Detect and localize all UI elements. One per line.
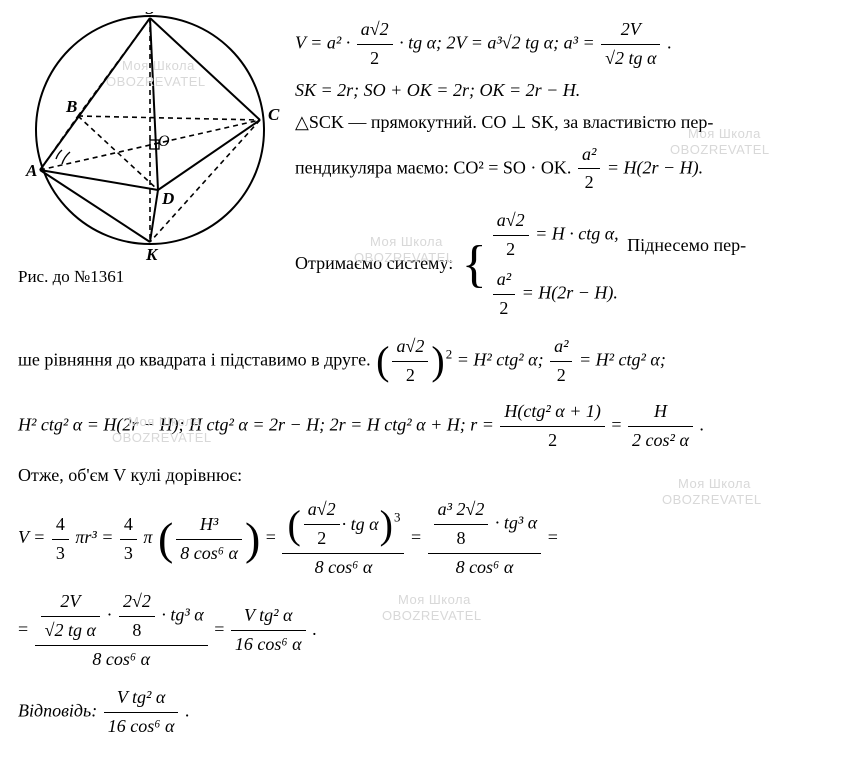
equation-line-1: V = a² · a√22 · tg α; 2V = a³√2 tg α; a³… (295, 16, 830, 73)
svg-text:B: B (65, 97, 77, 116)
svg-text:C: C (268, 105, 280, 124)
equation-line-7: V = 43 πr³ = 43 π ( H³8 cos⁶ α ) = ( a√2… (18, 496, 830, 582)
svg-text:D: D (161, 189, 174, 208)
equation-line-5: H² ctg² α = H(2r − H); H ctg² α = 2r − H… (18, 398, 830, 455)
answer-line: Відповідь: V tg² α16 cos⁶ α . (18, 684, 830, 741)
svg-text:O: O (158, 133, 170, 150)
figure-caption: Рис. до №1361 (18, 264, 283, 290)
equation-line-3a: △SCK — прямокутний. CO ⊥ SK, за властиві… (295, 109, 830, 137)
equation-line-2: SK = 2r; SO + OK = 2r; OK = 2r − H. (295, 77, 830, 105)
svg-text:K: K (145, 245, 159, 262)
svg-text:S: S (145, 12, 154, 18)
system-line: Отримаємо систему: { a√22 = H · ctg α, a… (295, 205, 830, 325)
text-line-6: Отже, об'єм V кулі дорівнює: (18, 462, 830, 490)
equation-line-8: = 2V√2 tg α · 2√28 · tg³ α 8 cos⁶ α = V … (18, 588, 830, 674)
equation-line-4: ше рівняння до квадрата і підставимо в д… (18, 333, 830, 390)
equation-line-3b: пендикуляра маємо: CO² = SO · OK. a²2 = … (295, 141, 830, 198)
geometry-figure: S A B C D O K (18, 12, 283, 262)
svg-text:A: A (25, 161, 37, 180)
